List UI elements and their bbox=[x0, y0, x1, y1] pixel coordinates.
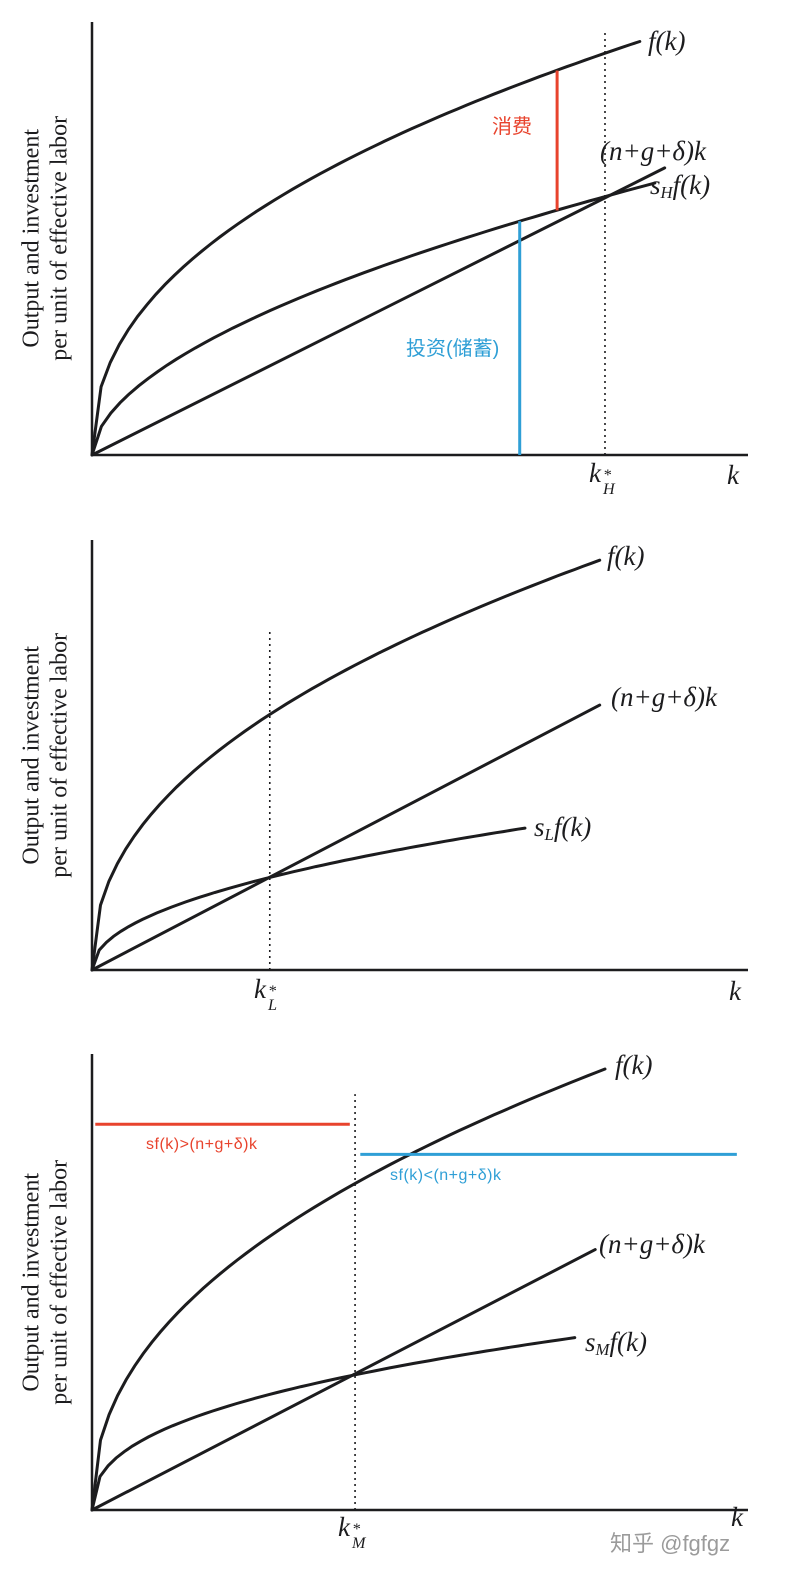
annotation-investment-saving: 投资(储蓄) bbox=[406, 338, 500, 360]
kstar-sub: M bbox=[351, 1534, 366, 1553]
annotation-growth-left: sf(k)>(n+g+δ)k bbox=[146, 1136, 258, 1153]
kstar-L-label: k * L bbox=[254, 974, 277, 1013]
kstar-sub: L bbox=[267, 996, 277, 1015]
kstar-sub: H bbox=[602, 480, 615, 499]
kstar-base: k bbox=[254, 974, 266, 1004]
y-axis-label-line1: Output and investment bbox=[18, 646, 45, 865]
curve-label-fk: f(k) bbox=[648, 26, 686, 56]
kstar-supsub: * H bbox=[602, 465, 615, 499]
solow-chart-high-s-canvas bbox=[90, 22, 748, 457]
y-axis-label-line1: Output and investment bbox=[18, 1173, 45, 1392]
y-axis-label-line2: per unit of effective labor bbox=[47, 632, 73, 878]
s-subscript: H bbox=[660, 183, 673, 203]
annotation-consumption: 消费 bbox=[492, 116, 532, 138]
curve-label-sHfk: sHf(k) bbox=[650, 170, 710, 201]
kstar-sup: * bbox=[602, 465, 612, 484]
s-prefix: s bbox=[585, 1327, 596, 1357]
s-prefix: s bbox=[650, 170, 661, 200]
y-axis-label: Output and investment per unit of effect… bbox=[18, 3, 75, 473]
x-axis-label: k bbox=[727, 460, 739, 490]
kstar-H-label: k * H bbox=[589, 458, 615, 497]
y-axis-label: Output and investment per unit of effect… bbox=[18, 520, 75, 990]
panel-low-saving: Output and investment per unit of effect… bbox=[0, 512, 792, 1024]
x-axis-label: k bbox=[731, 1502, 743, 1532]
solow-chart-low-s-canvas bbox=[90, 540, 748, 972]
s-suffix: f(k) bbox=[672, 170, 711, 200]
curve-label-break-even: (n+g+δ)k bbox=[600, 136, 706, 166]
s-suffix: f(k) bbox=[609, 1327, 647, 1357]
s-suffix: f(k) bbox=[553, 812, 592, 842]
x-axis-label: k bbox=[729, 976, 741, 1006]
y-axis-label-line1: Output and investment bbox=[18, 129, 45, 348]
annotation-growth-right: sf(k)<(n+g+δ)k bbox=[390, 1167, 502, 1184]
kstar-supsub: * M bbox=[351, 1519, 366, 1553]
curve-label-break-even: (n+g+δ)k bbox=[611, 682, 717, 712]
watermark-zhihu: 知乎 @fgfgz bbox=[610, 1531, 731, 1556]
curve-label-fk: f(k) bbox=[607, 541, 645, 571]
panel-dynamics: Output and investment per unit of effect… bbox=[0, 1024, 792, 1576]
curve-label-sLfk: sLf(k) bbox=[534, 812, 591, 843]
solow-chart-dynamics-canvas bbox=[90, 1054, 748, 1512]
s-prefix: s bbox=[534, 812, 545, 842]
kstar-supsub: * L bbox=[267, 981, 277, 1015]
panel-high-saving: Output and investment per unit of effect… bbox=[0, 0, 792, 512]
kstar-base: k bbox=[589, 458, 601, 488]
y-axis-label-line2: per unit of effective labor bbox=[47, 1159, 73, 1405]
kstar-base: k bbox=[338, 1512, 350, 1542]
y-axis-label: Output and investment per unit of effect… bbox=[18, 1047, 75, 1517]
s-subscript: M bbox=[595, 1340, 610, 1360]
y-axis-label-line2: per unit of effective labor bbox=[47, 115, 73, 361]
kstar-sup: * bbox=[351, 1519, 361, 1538]
s-subscript: L bbox=[544, 825, 554, 845]
kstar-sup: * bbox=[267, 981, 277, 1000]
curve-label-sMfk: sMf(k) bbox=[585, 1327, 647, 1358]
kstar-M-label: k * M bbox=[338, 1512, 365, 1551]
curve-label-break-even: (n+g+δ)k bbox=[599, 1229, 705, 1259]
curve-label-fk: f(k) bbox=[615, 1050, 653, 1080]
